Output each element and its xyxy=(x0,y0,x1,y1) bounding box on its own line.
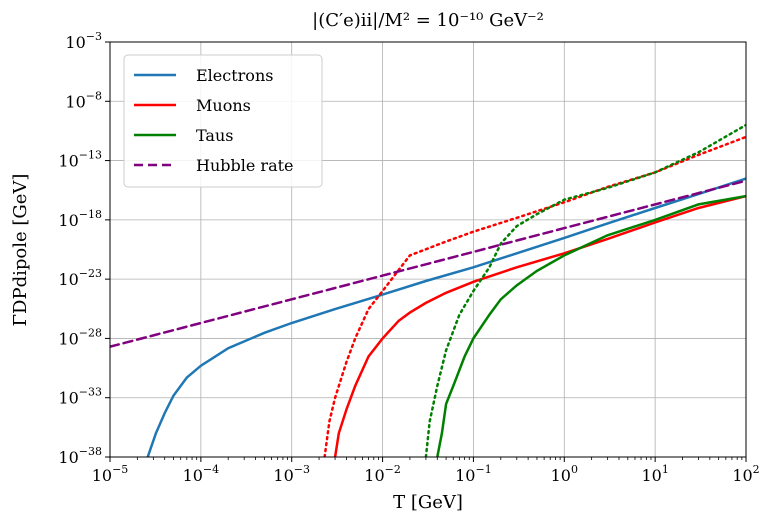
y-tick-exponent: −13 xyxy=(79,149,102,162)
y-tick-label: 10−38 xyxy=(58,445,102,467)
y-tick-label: 10−18 xyxy=(58,208,102,230)
x-axis-label: T [GeV] xyxy=(393,492,463,513)
x-tick-base: 10 xyxy=(732,466,752,485)
series-line-muons xyxy=(333,194,746,457)
legend-box xyxy=(123,54,323,188)
y-tick-exponent: −28 xyxy=(79,326,102,339)
y-axis-label: ΓDPdipole [GeV] xyxy=(10,174,31,327)
legend-label: Muons xyxy=(196,96,251,115)
x-tick-exponent: −1 xyxy=(475,463,491,476)
y-tick-label: 10−8 xyxy=(65,89,102,111)
x-tick-exponent: 1 xyxy=(662,463,669,476)
x-tick-label: 10−4 xyxy=(183,463,220,485)
plot-frame xyxy=(109,41,747,458)
legend-label: Electrons xyxy=(196,66,273,85)
x-tick-label: 10−1 xyxy=(455,463,492,485)
x-tick-base: 10 xyxy=(273,466,293,485)
y-tick-exponent: −3 xyxy=(86,30,102,43)
y-tick-base: 10 xyxy=(58,329,78,348)
y-tick-base: 10 xyxy=(58,270,78,289)
y-tick-exponent: −23 xyxy=(79,267,102,280)
y-tick-base: 10 xyxy=(58,152,78,171)
x-tick-exponent: −2 xyxy=(385,463,401,476)
x-tick-base: 10 xyxy=(92,466,112,485)
y-tick-exponent: −33 xyxy=(79,386,102,399)
legend-label: Taus xyxy=(196,126,233,145)
y-tick-label: 10−23 xyxy=(58,267,102,289)
legend-label: Hubble rate xyxy=(196,156,294,175)
x-tick-label: 102 xyxy=(732,463,759,485)
y-tick-base: 10 xyxy=(65,33,85,52)
x-tick-base: 10 xyxy=(364,466,384,485)
y-tick-exponent: −18 xyxy=(79,208,102,221)
legend: Electrons Muons Taus Hubble rate xyxy=(123,54,323,188)
x-tick-label: 10−5 xyxy=(92,463,129,485)
x-tick-base: 10 xyxy=(551,466,571,485)
x-tick-exponent: −5 xyxy=(112,463,128,476)
x-tick-base: 10 xyxy=(455,466,475,485)
chart-title: |(C′e)ii|/M² = 10⁻¹⁰ GeV⁻² xyxy=(312,10,544,31)
y-tick-base: 10 xyxy=(65,92,85,111)
y-tick-label: 10−33 xyxy=(58,386,102,408)
x-tick-label: 10−2 xyxy=(364,463,401,485)
y-tick-exponent: −38 xyxy=(79,445,102,458)
x-tick-exponent: 2 xyxy=(753,463,760,476)
x-tick-exponent: −4 xyxy=(203,463,219,476)
series-line-taus xyxy=(436,194,746,457)
y-tick-base: 10 xyxy=(58,211,78,230)
y-tick-base: 10 xyxy=(58,389,78,408)
series-layer xyxy=(110,123,746,457)
x-tick-label: 100 xyxy=(551,463,578,485)
x-tick-exponent: 0 xyxy=(571,463,578,476)
y-tick-base: 10 xyxy=(58,448,78,467)
y-tick-label: 10−3 xyxy=(65,30,102,52)
y-tick-label: 10−28 xyxy=(58,326,102,348)
x-ticks: 10−5 10−4 10−3 10−2 10−1 100 101 102 xyxy=(92,457,760,485)
x-tick-base: 10 xyxy=(641,466,661,485)
x-tick-label: 10−3 xyxy=(273,463,310,485)
series-line-hubble-rate xyxy=(110,179,746,348)
series-line-taus-dotted xyxy=(424,123,746,457)
x-tick-exponent: −3 xyxy=(294,463,310,476)
y-tick-label: 10−13 xyxy=(58,149,102,171)
series-line-electrons xyxy=(146,177,746,457)
x-tick-base: 10 xyxy=(183,466,203,485)
y-tick-exponent: −8 xyxy=(86,89,102,102)
x-tick-label: 101 xyxy=(641,463,668,485)
